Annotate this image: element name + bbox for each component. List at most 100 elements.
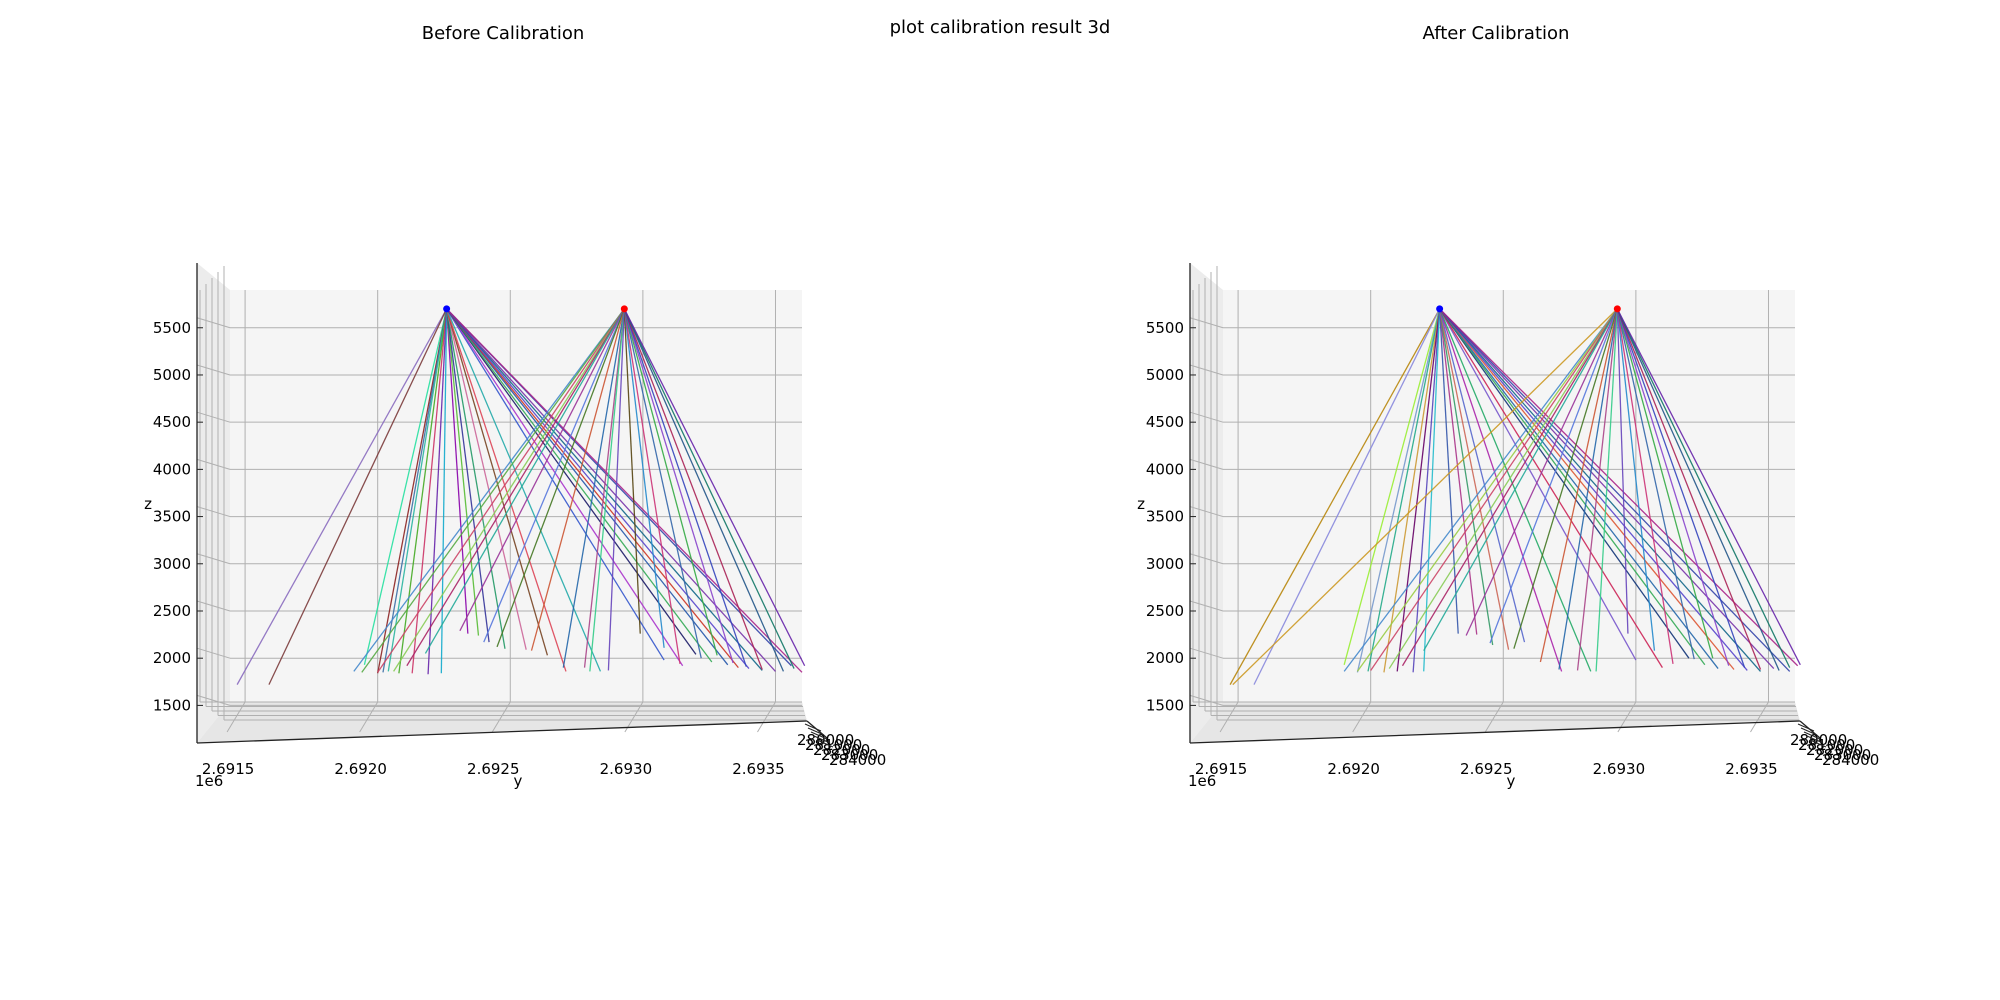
ray-line xyxy=(1439,308,1791,672)
x-tick-label: 283000 xyxy=(1814,746,1871,764)
y-offset-label: 1e6 xyxy=(1188,772,1216,790)
camera-2-marker xyxy=(620,305,628,313)
ray-line xyxy=(1439,308,1526,643)
ray-line xyxy=(446,308,684,667)
z-axis-label: z xyxy=(144,495,152,513)
ray-line xyxy=(1616,308,1629,634)
x-tick-label: 284000 xyxy=(829,751,886,769)
ray-line xyxy=(1388,308,1618,669)
ray-line xyxy=(398,308,448,674)
z-tick-label: 2500 xyxy=(1146,602,1184,620)
ray-line xyxy=(1356,308,1618,672)
ray-line xyxy=(1370,308,1618,671)
ray-line xyxy=(446,308,665,661)
ray-line xyxy=(446,308,697,655)
ray-line xyxy=(623,308,763,670)
ray-line xyxy=(1401,308,1618,667)
z-tick-label: 5000 xyxy=(1146,366,1184,384)
before-calibration-title: Before Calibration xyxy=(422,23,585,44)
y-tick-label: 2.6935 xyxy=(1725,760,1778,778)
ray-line xyxy=(1412,308,1441,673)
ray-line xyxy=(623,308,681,664)
ray-line xyxy=(445,308,469,634)
ray-line xyxy=(445,308,480,636)
x-tick xyxy=(813,735,831,744)
z-tick-label: 3500 xyxy=(1146,508,1184,526)
ray-line xyxy=(1616,308,1656,651)
x-tick xyxy=(1797,723,1815,732)
x-tick-label: 282000 xyxy=(813,741,870,759)
z-tick-label: 1500 xyxy=(1146,696,1184,714)
ray-line xyxy=(1356,308,1441,673)
z-axis-label: z xyxy=(1137,495,1145,513)
ray-line xyxy=(1438,308,1510,650)
x-tick-label: 283000 xyxy=(821,746,878,764)
ray-line xyxy=(1616,308,1730,666)
x-tick xyxy=(1806,735,1824,744)
ray-line xyxy=(363,308,448,665)
y-tick-label: 2.6930 xyxy=(1593,760,1646,778)
ray-line xyxy=(623,308,806,667)
ray-line xyxy=(387,308,448,672)
z-tick-label: 2000 xyxy=(153,649,191,667)
ray-line xyxy=(445,308,506,649)
x-tick-label: 282000 xyxy=(1806,741,1863,759)
ray-line xyxy=(623,308,702,659)
ray-line xyxy=(1513,308,1618,649)
ray-line xyxy=(236,308,448,685)
ray-line xyxy=(446,308,567,672)
x-tick xyxy=(804,723,822,732)
ray-line xyxy=(446,308,602,672)
ray-line xyxy=(424,308,625,654)
floor-pane xyxy=(197,702,807,743)
ray-line xyxy=(623,308,785,672)
ray-line xyxy=(446,308,713,663)
y-axis-label: y xyxy=(1507,772,1516,790)
ray-line xyxy=(377,308,625,673)
camera-1-marker xyxy=(1436,305,1444,313)
x-tick xyxy=(1800,727,1818,736)
after-calibration-title: After Calibration xyxy=(1423,23,1570,44)
ray-line xyxy=(1343,308,1441,665)
ray-line xyxy=(1396,308,1441,672)
ray-line xyxy=(607,308,625,671)
ray-line xyxy=(1616,308,1674,664)
x-tick-label: 280000 xyxy=(797,731,854,749)
side-pane xyxy=(197,263,230,743)
ray-line xyxy=(1558,308,1618,670)
ray-line xyxy=(353,308,625,672)
z-tick-label: 5500 xyxy=(1146,319,1184,337)
y-offset-label: 1e6 xyxy=(195,772,223,790)
ray-line xyxy=(1439,308,1735,670)
ray-line xyxy=(1439,308,1799,667)
ray-line xyxy=(382,308,448,673)
x-tick xyxy=(1803,731,1821,740)
x-tick xyxy=(816,739,834,748)
ray-line xyxy=(1229,308,1441,685)
ray-line xyxy=(446,308,527,650)
ray-line xyxy=(1438,308,1494,646)
ray-line xyxy=(1439,308,1748,671)
ray-line xyxy=(562,308,625,668)
y-tick-label: 2.6925 xyxy=(467,760,520,778)
z-tick-label: 5000 xyxy=(153,366,191,384)
y-tick-label: 2.6915 xyxy=(1195,760,1248,778)
ray-line xyxy=(623,308,795,669)
ray-line xyxy=(1616,308,1762,670)
ray-line xyxy=(496,308,625,648)
ray-line xyxy=(446,308,776,672)
figure-suptitle: plot calibration result 3d xyxy=(890,17,1111,38)
x-tick xyxy=(1809,739,1827,748)
ray-line xyxy=(1439,308,1663,668)
y-tick-label: 2.6935 xyxy=(732,760,785,778)
ray-line xyxy=(623,308,734,664)
y-axis-line xyxy=(1189,720,1801,744)
ray-line xyxy=(623,308,718,656)
x-tick xyxy=(807,727,825,736)
z-tick-label: 4000 xyxy=(153,460,191,478)
ray-line xyxy=(623,308,747,667)
ray-line xyxy=(530,308,625,651)
ray-line xyxy=(1465,308,1618,636)
ray-line xyxy=(623,308,665,648)
z-tick-label: 1500 xyxy=(153,696,191,714)
